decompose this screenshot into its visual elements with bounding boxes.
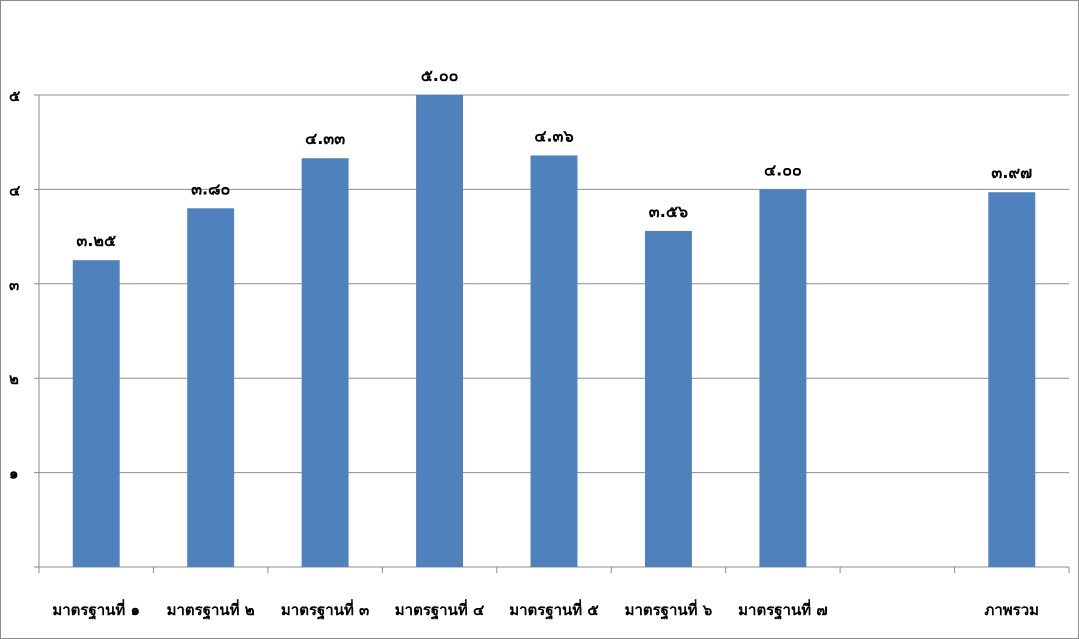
bars [72,95,1036,568]
data-label: ๕.๐๐ [421,66,459,85]
bar [988,192,1036,567]
data-label: ๓.๒๕ [76,231,116,250]
bar [644,230,692,567]
y-tick-label: ๕ [9,87,21,105]
y-tick-label: ๒ [9,370,19,388]
bar [301,158,349,568]
bar [530,155,578,567]
x-category-label: มาตรฐานที่ ๑ [52,599,140,620]
y-tick-label: ๑ [9,465,19,483]
x-category-label: มาตรฐานที่ ๖ [625,599,713,620]
y-tick-label: ๔ [9,181,21,199]
x-category-label: มาตรฐานที่ ๗ [738,599,827,620]
bar [187,208,235,567]
x-category-label: มาตรฐานที่ ๒ [167,599,255,620]
x-category-label: มาตรฐานที่ ๕ [509,599,599,620]
data-label: ๔.๓๖ [534,126,573,145]
x-category-label: มาตรฐานที่ ๓ [281,599,369,620]
x-category-label: มาตรฐานที่ ๔ [395,599,485,620]
bar [72,260,120,567]
data-label: ๔.๐๐ [764,160,802,179]
bar [416,95,464,567]
x-category-label: ภาพรวม [984,601,1039,619]
bar [759,189,807,567]
data-label: ๔.๓๓ [305,129,345,148]
data-label: ๓.๕๖ [649,202,688,221]
y-tick-label: ๓ [9,276,19,294]
data-label: ๓.๙๗ [991,163,1032,182]
data-label: ๓.๘๐ [191,179,230,198]
